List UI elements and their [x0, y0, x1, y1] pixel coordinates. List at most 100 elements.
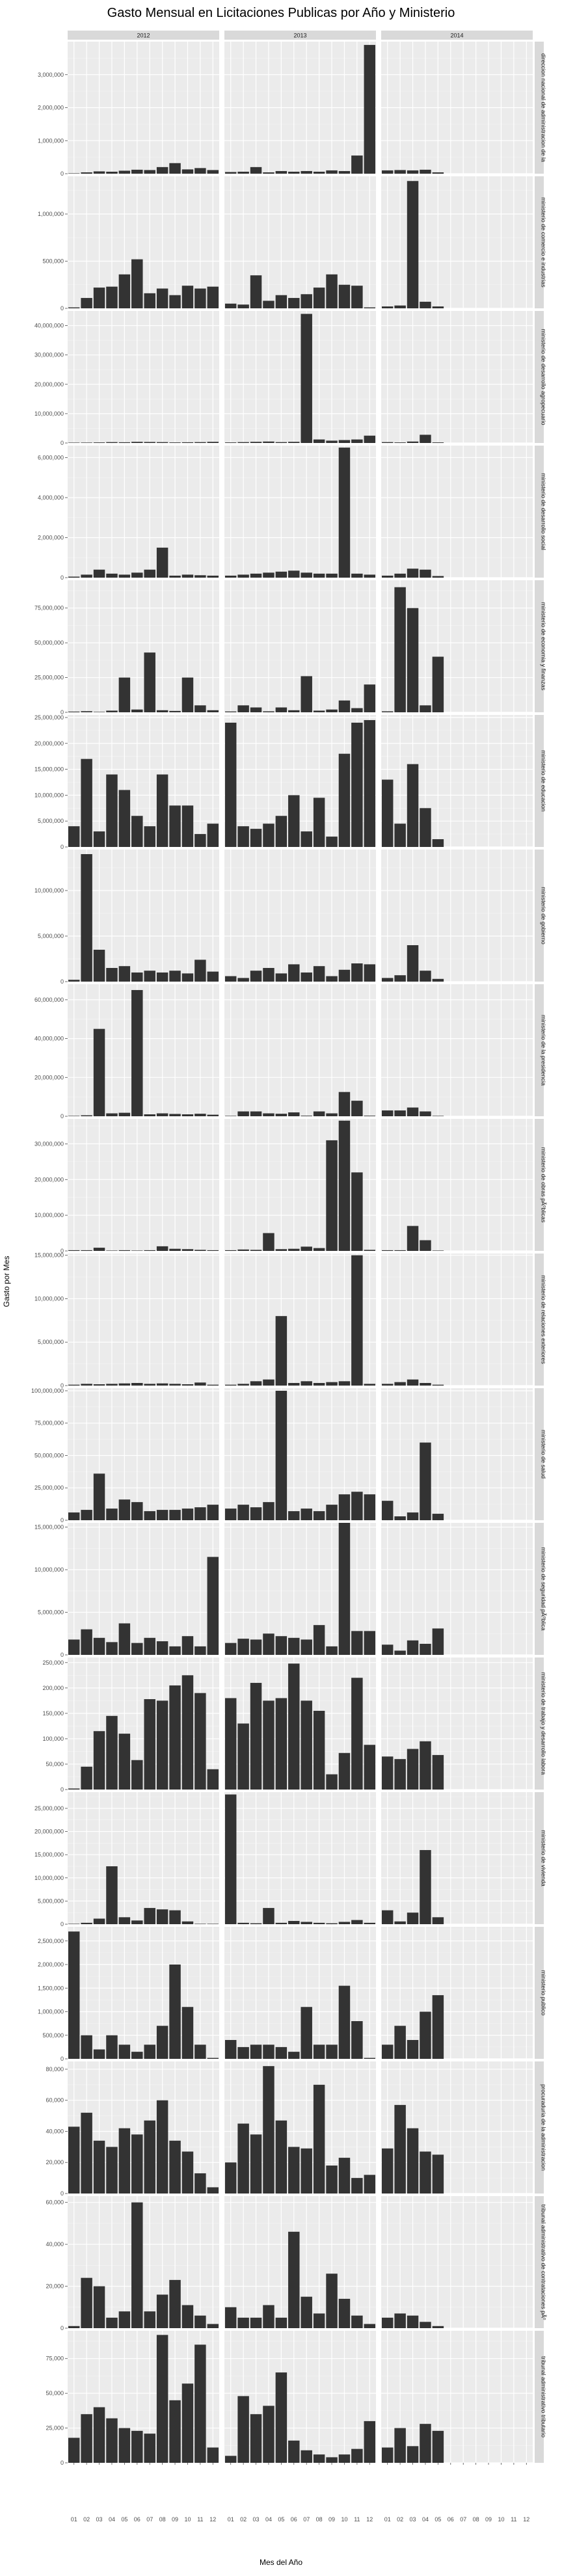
bar: [144, 1250, 155, 1251]
panel-background: [381, 2196, 533, 2328]
bar: [432, 2430, 444, 2463]
bar: [106, 1509, 118, 1520]
bar: [394, 587, 406, 712]
bar: [288, 442, 300, 443]
bar: [338, 969, 351, 982]
bar: [207, 824, 219, 847]
y-tick-label: 10,000,000: [34, 1212, 64, 1218]
x-tick-label: 01: [228, 2516, 234, 2523]
x-tick-label: 04: [109, 2516, 115, 2523]
bar: [144, 1637, 155, 1655]
bar: [250, 1507, 262, 1520]
panel-background: [68, 580, 219, 712]
y-tick-label: 40,000,000: [34, 323, 64, 329]
bar: [250, 573, 262, 578]
bar: [81, 2112, 92, 2194]
bar: [237, 1505, 249, 1520]
bar: [156, 1641, 168, 1655]
bar: [106, 442, 118, 443]
bar: [68, 442, 80, 443]
bar: [351, 155, 363, 174]
y-tick-label: 75,000,000: [34, 1420, 64, 1427]
bar: [381, 2447, 394, 2463]
panel-background: [224, 850, 376, 982]
y-tick-label: 1,000,000: [38, 137, 64, 144]
bar: [68, 1788, 80, 1790]
bar: [81, 172, 92, 174]
row-strip: [535, 580, 544, 712]
row-strip-label: ministerio de obras pÃºblicas: [541, 1147, 547, 1223]
row-strip-label: ministerio de relaciones exteriores: [541, 1275, 547, 1364]
bar: [131, 2134, 143, 2194]
bar: [156, 710, 168, 712]
bar: [275, 571, 288, 578]
bar: [194, 288, 206, 308]
panel-background: [224, 446, 376, 578]
bar: [313, 439, 325, 443]
bar: [351, 2178, 363, 2194]
bar: [207, 1505, 219, 1520]
bar: [181, 973, 194, 982]
bar: [144, 1511, 155, 1520]
bar: [351, 708, 363, 712]
bar: [169, 1510, 181, 1520]
y-tick-label: 15,000,000: [34, 1524, 64, 1531]
bar: [207, 1114, 219, 1116]
bar: [381, 779, 394, 847]
bar: [301, 1700, 312, 1790]
y-tick-label: 15,000,000: [34, 1252, 64, 1259]
bar: [313, 2313, 325, 2328]
y-tick-label: 4,000,000: [38, 494, 64, 501]
bar: [381, 1756, 394, 1790]
bar: [118, 966, 131, 982]
bar: [93, 2286, 105, 2328]
bar: [118, 1917, 131, 1924]
bar: [432, 576, 444, 578]
bar: [420, 1741, 431, 1790]
y-tick-label: 15,000,000: [34, 766, 64, 773]
bar: [106, 286, 118, 308]
y-tick-label: 0: [60, 844, 64, 850]
bar: [118, 2128, 131, 2194]
panel-background: [68, 1927, 219, 2059]
bar: [169, 1965, 181, 2059]
bar: [432, 1628, 444, 1655]
bar: [237, 304, 249, 308]
bar: [313, 2454, 325, 2463]
bar: [156, 1510, 168, 1520]
row-strip-label: ministerio de educacion: [541, 750, 547, 812]
bar: [364, 1631, 376, 1655]
bar: [181, 1384, 194, 1386]
row-strip: [535, 1927, 544, 2059]
bar: [181, 2383, 194, 2463]
bar: [81, 574, 92, 578]
bar: [144, 971, 155, 982]
y-tick-label: 5,000,000: [38, 818, 64, 824]
panel-background: [381, 580, 533, 712]
bar: [275, 295, 288, 308]
bar: [81, 1629, 92, 1655]
x-tick-label: 02: [83, 2516, 90, 2523]
bar: [263, 1233, 274, 1251]
panel-background: [68, 850, 219, 982]
bar: [275, 816, 288, 847]
y-tick-label: 25,000: [46, 2425, 64, 2432]
row-strip-label: tribunal administrativo tributario: [541, 2356, 547, 2437]
bar: [156, 2026, 168, 2059]
row-strip-label: procuraduria de la administracion: [541, 2084, 547, 2171]
bar: [364, 1384, 376, 1386]
x-tick-label: 08: [159, 2516, 166, 2523]
x-tick-label: 03: [96, 2516, 103, 2523]
panel-background: [381, 176, 533, 308]
bar: [181, 2007, 194, 2059]
y-tick-label: 20,000,000: [34, 1176, 64, 1183]
bar: [288, 2052, 300, 2059]
bar: [407, 1749, 419, 1790]
bar: [263, 172, 274, 174]
bar: [288, 2147, 300, 2194]
bar: [407, 2446, 419, 2463]
bar: [263, 441, 274, 443]
y-tick-label: 25,000,000: [34, 675, 64, 681]
bar: [263, 968, 274, 982]
bar: [194, 1114, 206, 1116]
